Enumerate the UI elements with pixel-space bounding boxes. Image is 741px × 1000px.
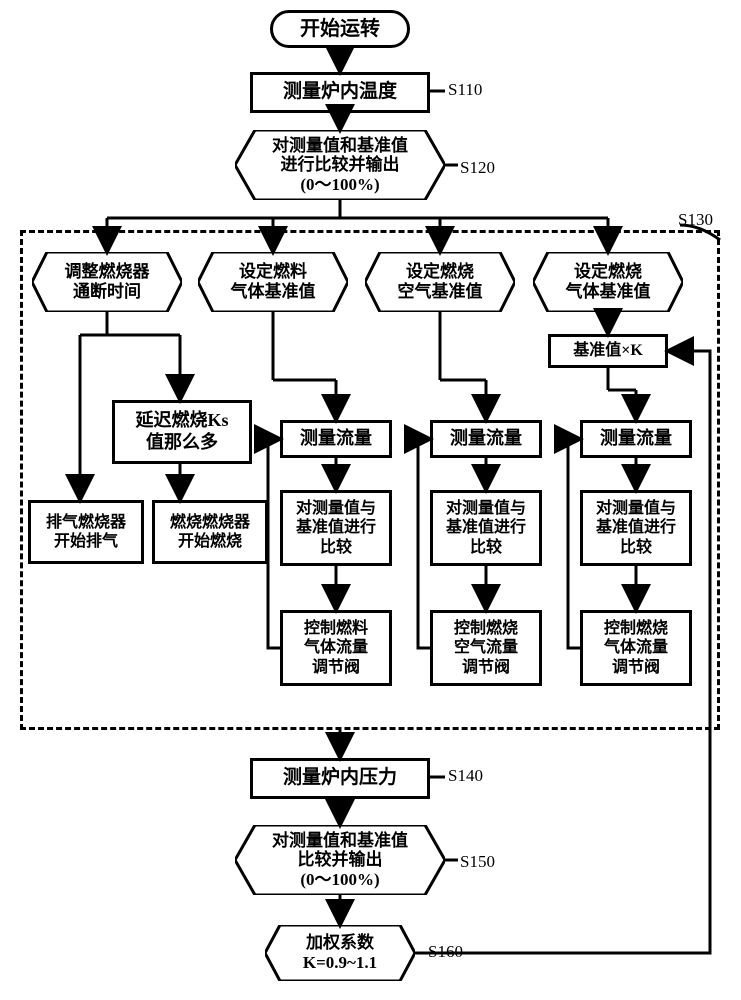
- label-s150: S150: [460, 852, 495, 872]
- s120-l1: 对测量值和基准值: [272, 136, 408, 155]
- s130-col2-top: 设定燃料 气体基准值: [198, 252, 348, 312]
- col2-measure: 测量流量: [300, 428, 372, 450]
- s160-l2: K=0.9~1.1: [303, 953, 377, 972]
- s120-l3: (0～100%): [300, 175, 379, 194]
- s120-l2: 进行比较并输出: [281, 155, 400, 174]
- col2-top-l2: 气体基准值: [231, 282, 316, 301]
- col4-ctrl-l1: 控制燃烧: [604, 620, 668, 637]
- s110-text: 测量炉内温度: [283, 81, 397, 104]
- col4-ctrl-l2: 气体流量: [604, 639, 668, 656]
- s150-l2: 比较并输出: [298, 850, 383, 869]
- s150-node: 对测量值和基准值 比较并输出 (0～100%): [235, 825, 445, 895]
- col1-top-l2: 通断时间: [73, 282, 141, 301]
- col3-cmp-l3: 比较: [470, 539, 502, 556]
- s150-l3: (0～100%): [300, 870, 379, 889]
- s130-col1-mid: 延迟燃烧Ks 值那么多: [112, 400, 252, 464]
- col2-top-l1: 设定燃料: [239, 262, 307, 281]
- col3-ctrl-l3: 调节阀: [462, 659, 510, 676]
- s130-col3-top: 设定燃烧 空气基准值: [365, 252, 515, 312]
- s130-col4-compare: 对测量值与 基准值进行 比较: [580, 490, 692, 566]
- col1-bl-l1: 排气燃烧器: [46, 514, 126, 531]
- col3-cmp-l1: 对测量值与: [446, 500, 526, 517]
- label-s110: S110: [448, 80, 482, 100]
- col3-ctrl-l2: 空气流量: [454, 639, 518, 656]
- col2-cmp-l1: 对测量值与: [296, 500, 376, 517]
- col3-cmp-l2: 基准值进行: [446, 519, 526, 536]
- s130-col4-measure: 测量流量: [580, 420, 692, 458]
- s160-l1: 加权系数: [306, 933, 374, 952]
- col1-mid-l1: 延迟燃烧Ks: [135, 410, 228, 430]
- col1-bl-l2: 开始排气: [54, 533, 118, 550]
- col1-mid-l2: 值那么多: [146, 432, 218, 452]
- col2-ctrl-l2: 气体流量: [304, 639, 368, 656]
- s130-col3-measure: 测量流量: [430, 420, 542, 458]
- col4-top-l1: 设定燃烧: [574, 262, 642, 281]
- s130-col2-compare: 对测量值与 基准值进行 比较: [280, 490, 392, 566]
- label-s140: S140: [448, 766, 483, 786]
- s160-node: 加权系数 K=0.9~1.1: [265, 925, 415, 981]
- s130-col4-ctrl: 控制燃烧 气体流量 调节阀: [580, 610, 692, 686]
- col1-br-l2: 开始燃烧: [178, 533, 242, 550]
- s130-col4-k: 基准值×K: [548, 334, 668, 368]
- col3-top-l2: 空气基准值: [398, 282, 483, 301]
- s130-col2-ctrl: 控制燃料 气体流量 调节阀: [280, 610, 392, 686]
- col1-br-l1: 燃烧燃烧器: [170, 514, 250, 531]
- col2-ctrl-l3: 调节阀: [312, 659, 360, 676]
- col1-top-l1: 调整燃烧器: [65, 262, 150, 281]
- col2-cmp-l3: 比较: [320, 539, 352, 556]
- s140-node: 测量炉内压力: [250, 758, 430, 799]
- col2-ctrl-l1: 控制燃料: [304, 620, 368, 637]
- s130-col3-ctrl: 控制燃烧 空气流量 调节阀: [430, 610, 542, 686]
- label-s160: S160: [428, 942, 463, 962]
- start-label: 开始运转: [300, 17, 380, 41]
- s120-node: 对测量值和基准值 进行比较并输出 (0～100%): [235, 130, 445, 200]
- col4-measure: 测量流量: [600, 428, 672, 450]
- s130-col1-br: 燃烧燃烧器 开始燃烧: [152, 500, 268, 564]
- col4-cmp-l1: 对测量值与: [596, 500, 676, 517]
- s150-l1: 对测量值和基准值: [272, 831, 408, 850]
- s130-col2-measure: 测量流量: [280, 420, 392, 458]
- col3-top-l1: 设定燃烧: [406, 262, 474, 281]
- col4-k-text: 基准值×K: [573, 341, 643, 360]
- s130-col1-bl: 排气燃烧器 开始排气: [28, 500, 144, 564]
- col2-cmp-l2: 基准值进行: [296, 519, 376, 536]
- label-s130: S130: [678, 210, 713, 230]
- col4-ctrl-l3: 调节阀: [612, 659, 660, 676]
- s140-text: 测量炉内压力: [283, 767, 397, 790]
- start-node: 开始运转: [270, 10, 410, 48]
- col4-cmp-l2: 基准值进行: [596, 519, 676, 536]
- s130-col1-top: 调整燃烧器 通断时间: [32, 252, 182, 312]
- col3-ctrl-l1: 控制燃烧: [454, 620, 518, 637]
- label-s120: S120: [460, 158, 495, 178]
- col4-cmp-l3: 比较: [620, 539, 652, 556]
- col3-measure: 测量流量: [450, 428, 522, 450]
- col4-top-l2: 气体基准值: [566, 282, 651, 301]
- s130-col3-compare: 对测量值与 基准值进行 比较: [430, 490, 542, 566]
- s130-col4-top: 设定燃烧 气体基准值: [533, 252, 683, 312]
- s110-node: 测量炉内温度: [250, 72, 430, 113]
